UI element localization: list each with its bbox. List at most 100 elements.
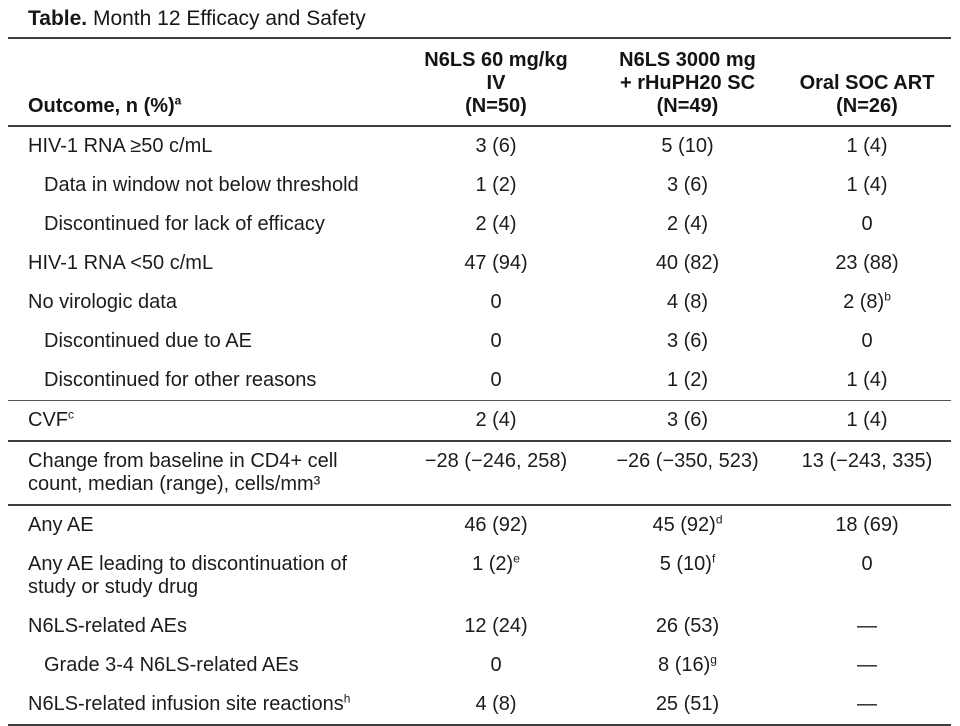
- table-row: Grade 3-4 N6LS-related AEs 0g 8 (16)g —: [8, 646, 951, 685]
- value-text: 1 (4): [846, 174, 888, 196]
- outcome-cell: Discontinued for other reasons: [8, 361, 400, 401]
- value-cell: 5 (10)f: [592, 545, 783, 607]
- value-cell: −26 (−350, 523): [592, 440, 783, 505]
- value-text: −26 (−350, 523): [616, 450, 759, 472]
- footnote-mark: e: [513, 551, 520, 566]
- value-text: 0: [490, 369, 502, 391]
- value-text: 8 (16): [658, 654, 711, 676]
- value-cell: 40 (82): [592, 244, 783, 283]
- footnote-mark: h: [343, 691, 351, 706]
- outcome-cell: HIV-1 RNA <50 c/mL: [8, 244, 400, 283]
- value-text: 4 (8): [666, 291, 709, 313]
- table-row: Any AE leading to discontinuation of stu…: [8, 545, 951, 607]
- table-row: N6LS-related AEs 12 (24) 26 (53) —: [8, 607, 951, 646]
- value-cell: 12 (24): [400, 607, 592, 646]
- value-cell: 4 (8): [592, 283, 783, 322]
- outcome-label: Any AE leading to discontinuation of stu…: [28, 553, 348, 598]
- value-cell: 5 (10): [592, 126, 783, 166]
- value-cell: 47 (94): [400, 244, 592, 283]
- value-cell: 45 (92)d: [592, 504, 783, 545]
- table-row: Data in window not below threshold 1 (2)…: [8, 166, 951, 205]
- outcome-label: Discontinued due to AE: [44, 330, 252, 352]
- table-row: Discontinued for lack of efficacy 2 (4) …: [8, 205, 951, 244]
- value-text: 2 (4): [475, 409, 517, 431]
- value-cell: 3 (6): [400, 126, 592, 166]
- value-text: 3 (6): [666, 409, 709, 431]
- efficacy-safety-table: Outcome, n (%)a N6LS 60 mg/kg IV (N=50) …: [8, 37, 951, 726]
- value-cell: 0g: [400, 646, 592, 685]
- value-text: 1 (4): [846, 369, 888, 391]
- value-text: 26 (53): [655, 615, 720, 637]
- value-text: 13 (−243, 335): [801, 450, 933, 472]
- value-text: 47 (94): [464, 252, 528, 274]
- value-cell: 1 (2): [592, 361, 783, 401]
- value-text: 0: [861, 553, 873, 575]
- table-row: HIV-1 RNA <50 c/mL 47 (94) 40 (82) 23 (8…: [8, 244, 951, 283]
- outcome-cell: HIV-1 RNA ≥50 c/mL: [8, 126, 400, 166]
- outcome-label: Grade 3-4 N6LS-related AEs: [44, 654, 299, 676]
- outcome-label: HIV-1 RNA ≥50 c/mL: [28, 135, 213, 157]
- value-text: 12 (24): [464, 615, 528, 637]
- value-cell: 0: [783, 545, 951, 607]
- value-text: −28 (−246, 258): [424, 450, 568, 472]
- header-col-n6ls-iv: N6LS 60 mg/kg IV (N=50): [400, 38, 592, 127]
- value-text: 5 (10): [659, 553, 712, 575]
- value-text: 2 (8): [843, 291, 885, 313]
- value-text: 0: [490, 654, 502, 676]
- header-col-oral-soc: Oral SOC ART (N=26): [783, 38, 951, 127]
- outcome-label: N6LS-related infusion site reactions: [28, 693, 344, 715]
- value-cell: 2 (4): [592, 205, 783, 244]
- value-cell: 18 (69): [783, 504, 951, 545]
- outcome-cell: N6LS-related infusion site reactionsh: [8, 685, 400, 725]
- value-text: 0: [861, 330, 873, 352]
- value-cell: 1 (2): [400, 166, 592, 205]
- value-text: 0: [490, 330, 502, 352]
- outcome-label: HIV-1 RNA <50 c/mL: [28, 252, 214, 274]
- value-cell: 8 (16)g: [592, 646, 783, 685]
- value-cell: 1 (4): [783, 126, 951, 166]
- outcome-label: Data in window not below threshold: [44, 174, 359, 196]
- value-text: 4 (8): [475, 693, 517, 715]
- outcome-label: Any AE: [28, 514, 94, 536]
- outcome-cell: Discontinued due to AE: [8, 322, 400, 361]
- value-cell: 2 (4): [400, 205, 592, 244]
- table-row: No virologic data 0 4 (8) 2 (8)b: [8, 283, 951, 322]
- page: Table. Month 12 Efficacy and Safety Outc…: [8, 0, 951, 726]
- value-cell: 3 (6): [592, 400, 783, 441]
- outcome-cell: N6LS-related AEs: [8, 607, 400, 646]
- header-outcome: Outcome, n (%)a: [8, 38, 400, 127]
- value-cell: —: [783, 685, 951, 725]
- outcome-cell: Discontinued for lack of efficacy: [8, 205, 400, 244]
- value-text: 0: [861, 213, 873, 235]
- value-text: 1 (4): [846, 135, 888, 157]
- value-cell: 3 (6): [592, 166, 783, 205]
- outcome-label: CVF: [28, 409, 68, 431]
- value-text: 2 (4): [475, 213, 517, 235]
- footnote-mark: g: [710, 652, 717, 667]
- outcome-cell: Data in window not below threshold: [8, 166, 400, 205]
- outcome-label: N6LS-related AEs: [28, 615, 187, 637]
- footnote-mark: f: [711, 551, 716, 566]
- table-row: N6LS-related infusion site reactionsh 4 …: [8, 685, 951, 725]
- value-text: 1 (2): [475, 174, 517, 196]
- value-text: 3 (6): [475, 135, 517, 157]
- value-text: —: [857, 654, 877, 676]
- value-cell: 46 (92): [400, 504, 592, 545]
- value-text: 3 (6): [666, 174, 709, 196]
- header-col-n6ls-sc: N6LS 3000 mg + rHuPH20 SC (N=49): [592, 38, 783, 127]
- value-text: 1 (2): [472, 553, 514, 575]
- header-outcome-label: Outcome, n (%): [28, 95, 175, 117]
- value-cell: 0: [783, 205, 951, 244]
- value-cell: —: [783, 646, 951, 685]
- value-text: 2 (4): [666, 213, 709, 235]
- value-text: 1 (4): [846, 409, 888, 431]
- value-cell: 23 (88): [783, 244, 951, 283]
- outcome-label: Discontinued for other reasons: [44, 369, 317, 391]
- value-cell: 1 (4): [783, 166, 951, 205]
- value-text: 0: [490, 291, 502, 313]
- value-text: —: [857, 615, 877, 637]
- value-cell: 26 (53): [592, 607, 783, 646]
- outcome-cell: Any AE: [8, 504, 400, 545]
- footnote-mark: c: [68, 407, 74, 422]
- footnote-mark: d: [715, 512, 723, 527]
